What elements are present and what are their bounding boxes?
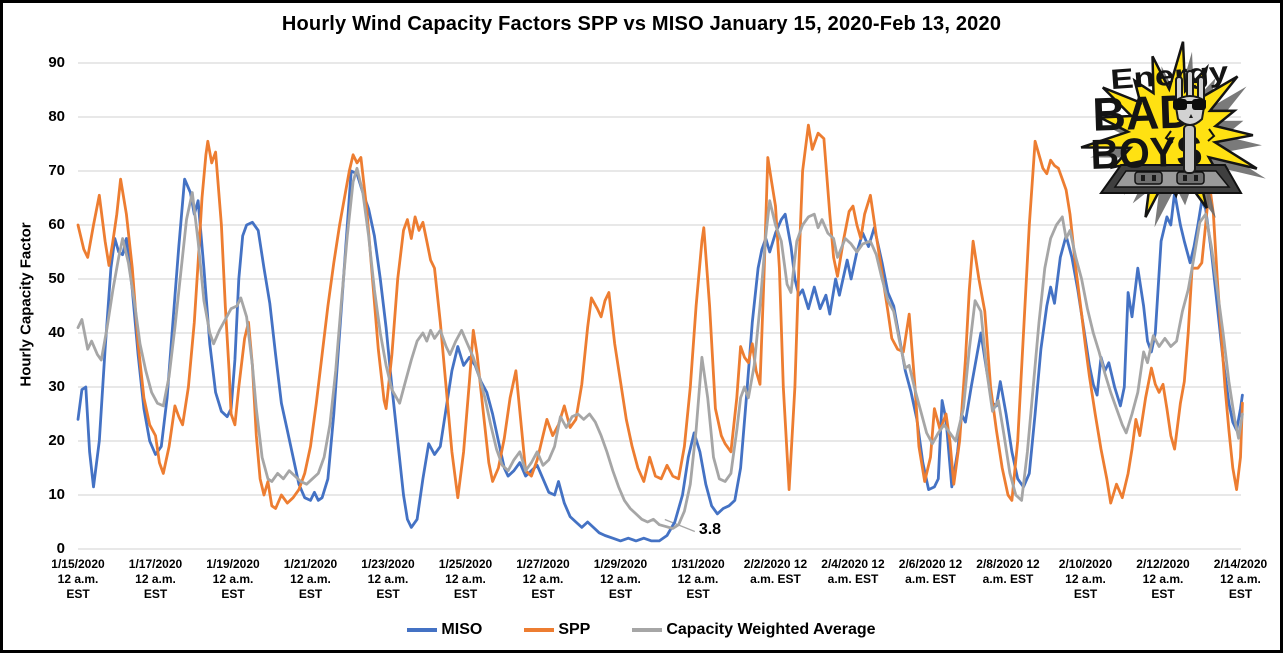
logo-fork-icon xyxy=(1164,70,1216,174)
x-tick-label: 2/10/2020 12 a.m. EST xyxy=(1058,557,1113,601)
legend-label: MISO xyxy=(441,621,483,638)
data-label-3-8: 3.8 xyxy=(698,521,722,539)
y-tick-label: 20 xyxy=(48,432,65,449)
y-tick-label: 70 xyxy=(48,162,65,179)
legend-line-swatch xyxy=(524,628,555,632)
x-tick-label: 1/25/2020 12 a.m. EST xyxy=(438,557,493,601)
y-tick-label: 80 xyxy=(48,108,65,125)
series-line-spp xyxy=(76,123,1244,510)
chart-title: Hourly Wind Capacity Factors SPP vs MISO… xyxy=(281,13,1002,35)
legend-line-swatch xyxy=(632,628,663,632)
x-tick-label: 2/6/2020 12 a.m. EST xyxy=(898,557,963,586)
plot-area xyxy=(76,62,1244,550)
x-tick-label: 1/21/2020 12 a.m. EST xyxy=(283,557,338,601)
series-line-capacity-weighted-average xyxy=(76,166,1244,530)
x-tick-label: 2/12/2020 12 a.m. EST xyxy=(1136,557,1190,601)
y-tick-label: 90 xyxy=(48,54,65,71)
y-tick-label: 0 xyxy=(56,540,65,557)
legend-item-spp: SPP xyxy=(524,621,590,639)
x-tick-label: 1/31/2020 12 a.m. EST xyxy=(671,557,725,601)
logo-outlet-plate xyxy=(1099,164,1243,194)
x-tick-label: 1/23/2020 12 a.m. EST xyxy=(361,557,415,601)
y-tick-label: 50 xyxy=(48,270,65,287)
x-tick-label: 2/8/2020 12 a.m. EST xyxy=(976,557,1040,586)
legend-item-miso: MISO xyxy=(407,621,482,639)
legend-label: Capacity Weighted Average xyxy=(666,621,876,638)
x-tick-label: 1/19/2020 12 a.m. EST xyxy=(206,557,260,601)
x-tick-label: 2/2/2020 12 a.m. EST xyxy=(743,557,808,586)
x-tick-label: 2/14/2020 12 a.m. EST xyxy=(1213,557,1268,601)
x-tick-label: 1/15/2020 12 a.m. EST xyxy=(51,557,105,601)
x-tick-label: 1/27/2020 12 a.m. EST xyxy=(516,557,570,601)
annotation-leader-line xyxy=(664,518,696,533)
legend-label: SPP xyxy=(558,621,591,638)
x-tick-label: 1/17/2020 12 a.m. EST xyxy=(128,557,183,601)
energy-bad-boys-logo: Energy BAD BOYS xyxy=(1080,41,1266,228)
y-tick-label: 60 xyxy=(48,216,65,233)
y-tick-label: 30 xyxy=(48,378,65,395)
x-tick-label: 1/29/2020 12 a.m. EST xyxy=(593,557,648,601)
legend: MISO SPP Capacity Weighted Average xyxy=(3,621,1280,639)
legend-line-swatch xyxy=(407,628,438,632)
y-tick-label: 10 xyxy=(48,486,65,503)
y-tick-label: 40 xyxy=(48,324,65,341)
x-tick-label: 2/4/2020 12 a.m. EST xyxy=(821,557,885,586)
legend-item-capacity-weighted-average: Capacity Weighted Average xyxy=(632,621,876,639)
